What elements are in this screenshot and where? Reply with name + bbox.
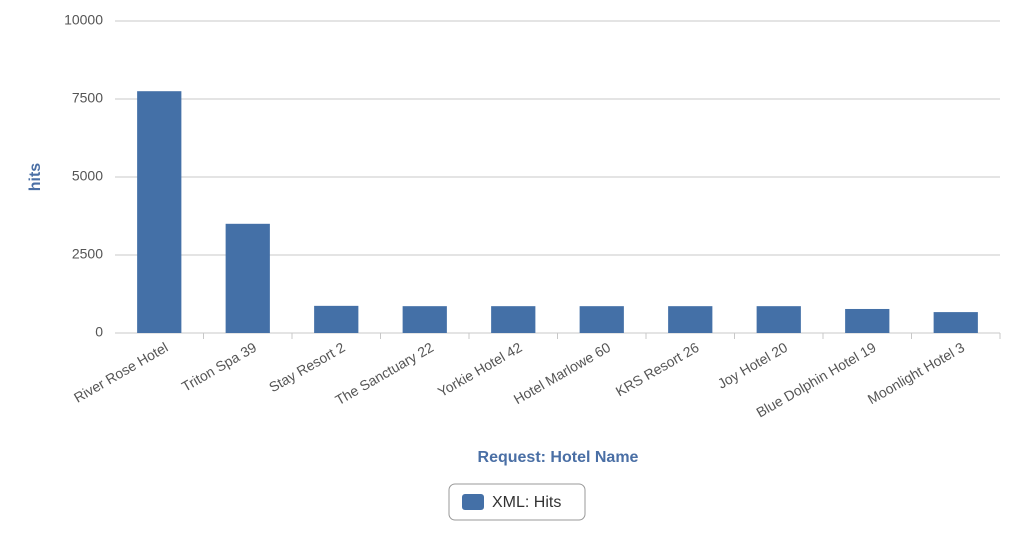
- x-tick-label: Hotel Marlowe 60: [511, 339, 614, 407]
- bar: [933, 312, 978, 333]
- x-axis-title: Request: Hotel Name: [478, 449, 639, 466]
- bar: [491, 306, 536, 333]
- x-tick-label: KRS Resort 26: [613, 339, 702, 400]
- x-tick-label: Triton Spa 39: [179, 339, 260, 395]
- x-tick-label: The Sanctuary 22: [332, 339, 436, 408]
- legend-box: [448, 483, 586, 521]
- y-tick-label: 5000: [72, 168, 103, 184]
- bar: [314, 305, 359, 333]
- x-tick-label: River Rose Hotel: [71, 339, 171, 406]
- y-tick-label: 0: [95, 324, 103, 340]
- bar: [668, 306, 713, 333]
- x-tick-label: Moonlight Hotel 3: [865, 339, 968, 407]
- legend[interactable]: XML: Hits: [448, 483, 586, 521]
- x-tick-label: Stay Resort 2: [266, 339, 348, 395]
- bar: [579, 306, 624, 333]
- legend-swatch: [462, 494, 484, 510]
- bar: [137, 91, 182, 333]
- y-tick-label: 2500: [72, 246, 103, 262]
- bar: [402, 306, 447, 333]
- legend-label: XML: Hits: [492, 494, 561, 511]
- y-axis-title: hits: [27, 163, 44, 192]
- x-tick-label: Joy Hotel 20: [715, 339, 791, 392]
- bar: [845, 308, 890, 333]
- bar: [756, 306, 801, 333]
- bar: [225, 223, 270, 333]
- y-tick-label: 10000: [64, 12, 103, 28]
- x-tick-label: Yorkie Hotel 42: [435, 339, 525, 400]
- y-tick-label: 7500: [72, 90, 103, 106]
